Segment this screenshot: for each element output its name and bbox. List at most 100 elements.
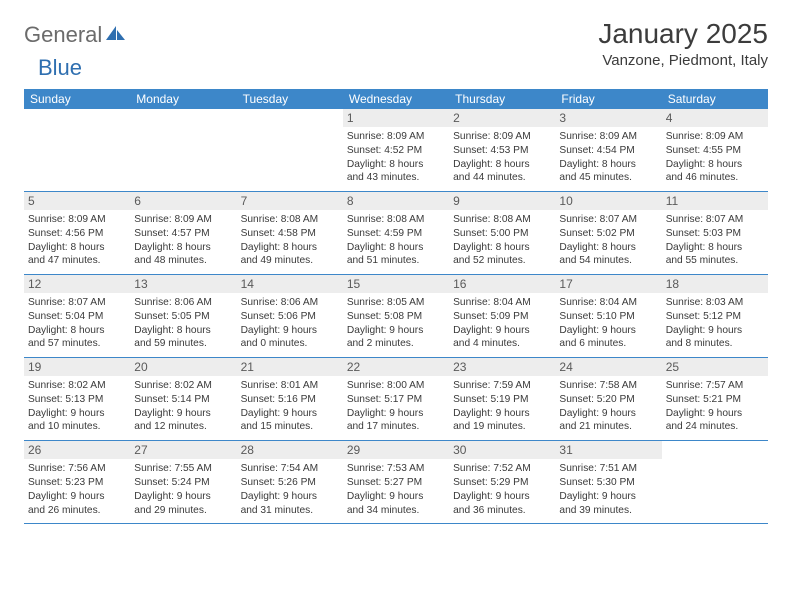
day-info: Sunrise: 8:07 AMSunset: 5:03 PMDaylight:…: [666, 213, 764, 268]
weekday-header: Thursday: [449, 89, 555, 109]
day-cell: 5Sunrise: 8:09 AMSunset: 4:56 PMDaylight…: [24, 192, 130, 274]
day-number: 31: [555, 441, 661, 459]
day-cell: 19 Sunrise: 8:02 AMSunset: 5:13 PMDayligh…: [24, 358, 130, 440]
day-cell: 16 Sunrise: 8:04 AMSunset: 5:09 PMDayligh…: [449, 275, 555, 357]
week-row: 12 Sunrise: 8:07 AMSunset: 5:04 PMDayligh…: [24, 275, 768, 358]
day-info: Sunrise: 8:04 AMSunset: 5:09 PMDaylight:…: [453, 296, 551, 351]
day-number: 16: [449, 275, 555, 293]
day-number: 17: [555, 275, 661, 293]
day-cell: 4Sunrise: 8:09 AMSunset: 4:55 PMDaylight…: [662, 109, 768, 191]
day-cell: 21 Sunrise: 8:01 AMSunset: 5:16 PMDayligh…: [237, 358, 343, 440]
day-info: Sunrise: 8:07 AMSunset: 5:04 PMDaylight:…: [28, 296, 126, 351]
day-info: Sunrise: 7:57 AMSunset: 5:21 PMDaylight:…: [666, 379, 764, 434]
day-number: 20: [130, 358, 236, 376]
day-info: Sunrise: 8:08 AMSunset: 4:59 PMDaylight:…: [347, 213, 445, 268]
day-info: Sunrise: 8:02 AMSunset: 5:13 PMDaylight:…: [28, 379, 126, 434]
day-info: Sunrise: 8:06 AMSunset: 5:05 PMDaylight:…: [134, 296, 232, 351]
day-number: 28: [237, 441, 343, 459]
day-cell: [662, 441, 768, 523]
week-row: 1 Sunrise: 8:09 AMSunset: 4:52 PMDaylight…: [24, 109, 768, 192]
day-cell: 2 Sunrise: 8:09 AMSunset: 4:53 PMDaylight…: [449, 109, 555, 191]
day-number: 7: [237, 192, 343, 210]
logo-text-blue: Blue: [38, 55, 82, 81]
day-cell: 1 Sunrise: 8:09 AMSunset: 4:52 PMDaylight…: [343, 109, 449, 191]
day-info: Sunrise: 8:09 AMSunset: 4:56 PMDaylight:…: [28, 213, 126, 268]
day-info: Sunrise: 8:01 AMSunset: 5:16 PMDaylight:…: [241, 379, 339, 434]
day-number: 12: [24, 275, 130, 293]
day-info: Sunrise: 7:56 AMSunset: 5:23 PMDaylight:…: [28, 462, 126, 517]
weekday-header: Sunday: [24, 89, 130, 109]
day-cell: 13 Sunrise: 8:06 AMSunset: 5:05 PMDayligh…: [130, 275, 236, 357]
day-info: Sunrise: 8:09 AMSunset: 4:53 PMDaylight:…: [453, 130, 551, 185]
day-cell: 20 Sunrise: 8:02 AMSunset: 5:14 PMDayligh…: [130, 358, 236, 440]
day-cell: 10Sunrise: 8:07 AMSunset: 5:02 PMDayligh…: [555, 192, 661, 274]
weekday-header: Wednesday: [343, 89, 449, 109]
day-cell: 7 Sunrise: 8:08 AMSunset: 4:58 PMDaylight…: [237, 192, 343, 274]
day-number: 3: [555, 109, 661, 127]
day-number: 1: [343, 109, 449, 127]
day-cell: 9Sunrise: 8:08 AMSunset: 5:00 PMDaylight…: [449, 192, 555, 274]
day-cell: [130, 109, 236, 191]
day-info: Sunrise: 7:54 AMSunset: 5:26 PMDaylight:…: [241, 462, 339, 517]
location-text: Vanzone, Piedmont, Italy: [598, 52, 768, 69]
day-number: 22: [343, 358, 449, 376]
weekday-header-row: SundayMondayTuesdayWednesdayThursdayFrid…: [24, 89, 768, 109]
day-info: Sunrise: 7:55 AMSunset: 5:24 PMDaylight:…: [134, 462, 232, 517]
title-block: January 2025 Vanzone, Piedmont, Italy: [598, 18, 768, 69]
day-number: 11: [662, 192, 768, 210]
day-info: Sunrise: 8:08 AMSunset: 4:58 PMDaylight:…: [241, 213, 339, 268]
day-info: Sunrise: 8:03 AMSunset: 5:12 PMDaylight:…: [666, 296, 764, 351]
week-row: 19 Sunrise: 8:02 AMSunset: 5:13 PMDayligh…: [24, 358, 768, 441]
day-info: Sunrise: 8:00 AMSunset: 5:17 PMDaylight:…: [347, 379, 445, 434]
day-cell: 26 Sunrise: 7:56 AMSunset: 5:23 PMDayligh…: [24, 441, 130, 523]
day-cell: 18 Sunrise: 8:03 AMSunset: 5:12 PMDayligh…: [662, 275, 768, 357]
day-number: 24: [555, 358, 661, 376]
day-info: Sunrise: 7:53 AMSunset: 5:27 PMDaylight:…: [347, 462, 445, 517]
day-info: Sunrise: 8:05 AMSunset: 5:08 PMDaylight:…: [347, 296, 445, 351]
day-number: 8: [343, 192, 449, 210]
day-info: Sunrise: 8:04 AMSunset: 5:10 PMDaylight:…: [559, 296, 657, 351]
weekday-header: Monday: [130, 89, 236, 109]
day-info: Sunrise: 8:09 AMSunset: 4:52 PMDaylight:…: [347, 130, 445, 185]
day-info: Sunrise: 8:09 AMSunset: 4:54 PMDaylight:…: [559, 130, 657, 185]
day-number: 29: [343, 441, 449, 459]
day-number: 19: [24, 358, 130, 376]
day-cell: [24, 109, 130, 191]
day-number: 2: [449, 109, 555, 127]
calendar: SundayMondayTuesdayWednesdayThursdayFrid…: [24, 89, 768, 524]
day-cell: 29 Sunrise: 7:53 AMSunset: 5:27 PMDayligh…: [343, 441, 449, 523]
logo-sail-icon: [104, 24, 126, 47]
day-cell: 24Sunrise: 7:58 AMSunset: 5:20 PMDayligh…: [555, 358, 661, 440]
day-number: 15: [343, 275, 449, 293]
day-cell: 22 Sunrise: 8:00 AMSunset: 5:17 PMDayligh…: [343, 358, 449, 440]
day-cell: 31 Sunrise: 7:51 AMSunset: 5:30 PMDayligh…: [555, 441, 661, 523]
day-cell: 3 Sunrise: 8:09 AMSunset: 4:54 PMDaylight…: [555, 109, 661, 191]
day-cell: [237, 109, 343, 191]
day-info: Sunrise: 7:52 AMSunset: 5:29 PMDaylight:…: [453, 462, 551, 517]
day-number: 9: [449, 192, 555, 210]
month-title: January 2025: [598, 18, 768, 50]
day-number: 23: [449, 358, 555, 376]
day-info: Sunrise: 8:09 AMSunset: 4:55 PMDaylight:…: [666, 130, 764, 185]
day-number: 25: [662, 358, 768, 376]
day-cell: 14Sunrise: 8:06 AMSunset: 5:06 PMDayligh…: [237, 275, 343, 357]
day-number: 26: [24, 441, 130, 459]
day-cell: 30Sunrise: 7:52 AMSunset: 5:29 PMDayligh…: [449, 441, 555, 523]
week-row: 26 Sunrise: 7:56 AMSunset: 5:23 PMDayligh…: [24, 441, 768, 524]
day-number: 18: [662, 275, 768, 293]
day-info: Sunrise: 8:09 AMSunset: 4:57 PMDaylight:…: [134, 213, 232, 268]
logo: General: [24, 22, 126, 48]
day-info: Sunrise: 7:51 AMSunset: 5:30 PMDaylight:…: [559, 462, 657, 517]
weekday-header: Tuesday: [237, 89, 343, 109]
day-number: 13: [130, 275, 236, 293]
logo-text-general: General: [24, 22, 102, 48]
day-cell: 23Sunrise: 7:59 AMSunset: 5:19 PMDayligh…: [449, 358, 555, 440]
day-number: 27: [130, 441, 236, 459]
day-number: 10: [555, 192, 661, 210]
day-info: Sunrise: 8:02 AMSunset: 5:14 PMDaylight:…: [134, 379, 232, 434]
day-cell: 15 Sunrise: 8:05 AMSunset: 5:08 PMDayligh…: [343, 275, 449, 357]
day-cell: 27 Sunrise: 7:55 AMSunset: 5:24 PMDayligh…: [130, 441, 236, 523]
day-number: 21: [237, 358, 343, 376]
day-number: 6: [130, 192, 236, 210]
day-cell: 6 Sunrise: 8:09 AMSunset: 4:57 PMDaylight…: [130, 192, 236, 274]
